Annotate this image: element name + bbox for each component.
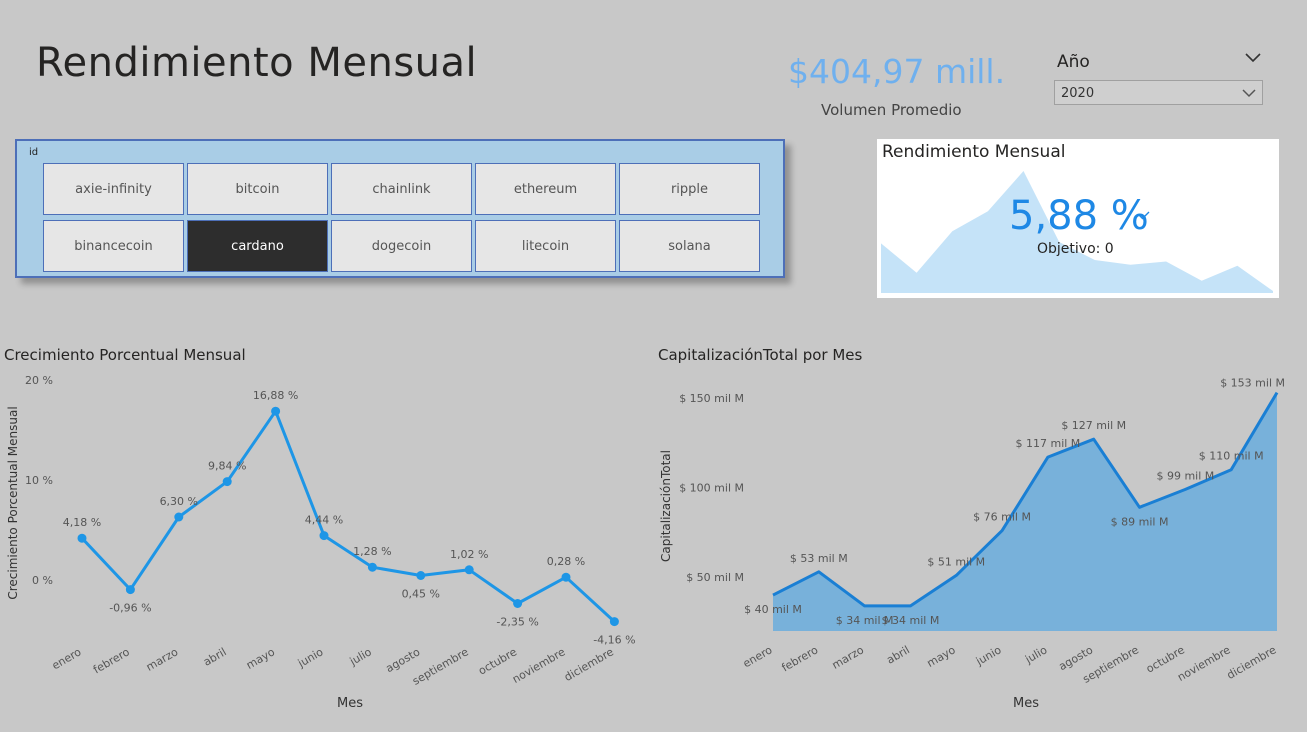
data-label: $ 117 mil M [1016, 437, 1081, 450]
slicer-item-binancecoin[interactable]: binancecoin [43, 220, 184, 272]
sparkline-area [881, 171, 1273, 293]
data-label: $ 76 mil M [973, 511, 1031, 524]
data-point[interactable] [561, 572, 571, 582]
data-point[interactable] [174, 512, 184, 522]
y-axis-title: CapitalizaciónTotal [659, 450, 673, 562]
slicer-item-dogecoin[interactable]: dogecoin [331, 220, 472, 272]
data-label: 4,44 % [305, 514, 343, 527]
coin-slicer: id axie-infinity bitcoin chainlink ethereum… [15, 139, 785, 278]
y-axis-title: Crecimiento Porcentual Mensual [6, 406, 20, 599]
y-tick-label: 0 % [32, 574, 53, 587]
capitalization-chart-title: CapitalizaciónTotal por Mes [658, 346, 863, 364]
card-sparkline [881, 171, 1273, 293]
series-line [80, 409, 616, 623]
x-tick-label: junio [295, 645, 326, 670]
slicer-item-ethereum[interactable]: ethereum [475, 163, 616, 215]
y-tick-label: 20 % [25, 374, 53, 387]
growth-chart: 0 % 10 % 20 % enero febrero marzo abril mayo jun… [6, 374, 636, 711]
chevron-down-icon[interactable] [1243, 48, 1263, 68]
data-point[interactable] [464, 565, 474, 575]
y-tick-label: $ 50 mil M [686, 571, 744, 584]
data-label: -2,35 % [496, 616, 538, 629]
x-tick-label: abril [884, 643, 912, 666]
slicer-item-solana[interactable]: solana [619, 220, 760, 272]
x-tick-label: noviembre [1175, 643, 1233, 684]
data-label: $ 89 mil M [1111, 515, 1169, 528]
slicer-item-cardano[interactable]: cardano [187, 220, 328, 272]
x-axis-title: Mes [1013, 696, 1039, 711]
data-point[interactable] [222, 477, 232, 487]
data-point[interactable] [319, 531, 329, 541]
x-tick-label: diciembre [1225, 643, 1279, 682]
series-line [772, 391, 1279, 608]
x-tick-label: julio [1022, 643, 1049, 666]
data-point[interactable] [271, 406, 281, 416]
data-label: 1,02 % [450, 548, 488, 561]
x-tick-label: enero [741, 643, 775, 670]
card-value: 5,88 % [1009, 193, 1149, 239]
slicer-item-ripple[interactable]: ripple [619, 163, 760, 215]
data-label: $ 34 mil M [836, 614, 894, 627]
data-label: $ 127 mil M [1061, 419, 1126, 432]
card-title: Rendimiento Mensual [882, 142, 1066, 162]
y-tick-label: $ 100 mil M [679, 482, 744, 495]
slicer-item-chainlink[interactable]: chainlink [331, 163, 472, 215]
data-label: $ 51 mil M [927, 555, 985, 568]
data-point[interactable] [416, 571, 426, 580]
data-label: 1,28 % [353, 545, 391, 558]
data-label: 16,88 % [253, 389, 298, 402]
data-label: $ 110 mil M [1199, 450, 1264, 463]
data-point[interactable] [367, 562, 377, 572]
data-point[interactable] [513, 599, 523, 608]
growth-chart-title: Crecimiento Porcentual Mensual [4, 346, 246, 364]
slicer-title: id [29, 147, 39, 158]
data-label: $ 40 mil M [744, 603, 802, 616]
data-label: 4,18 % [63, 516, 101, 529]
data-point[interactable] [609, 617, 619, 627]
kpi-label: Volumen Promedio [821, 101, 962, 119]
x-tick-label: enero [50, 645, 84, 672]
data-label: $ 153 mil M [1220, 377, 1285, 390]
year-filter-label: Año [1057, 52, 1090, 72]
x-tick-label: mayo [925, 643, 958, 670]
data-label: -0,96 % [109, 602, 151, 615]
y-tick-label: 10 % [25, 474, 53, 487]
slicer-item-bitcoin[interactable]: bitcoin [187, 163, 328, 215]
performance-card: Rendimiento Mensual 5,88 % Objetivo: 0 [877, 139, 1279, 298]
x-tick-label: marzo [830, 643, 867, 672]
x-tick-label: agosto [384, 645, 423, 675]
x-tick-label: febrero [91, 645, 132, 676]
x-tick-label: marzo [144, 645, 181, 674]
data-point[interactable] [77, 533, 87, 543]
year-select[interactable]: 2020 [1054, 80, 1263, 105]
slicer-item-axie-infinity[interactable]: axie-infinity [43, 163, 184, 215]
kpi-value: $404,97 mill. [788, 52, 1006, 91]
data-label: $ 53 mil M [790, 552, 848, 565]
data-label: 0,28 % [547, 555, 585, 568]
x-tick-label: noviembre [510, 645, 568, 686]
page-title: Rendimiento Mensual [36, 40, 478, 86]
data-label: $ 34 mil M [882, 614, 940, 627]
slicer-item-litecoin[interactable]: litecoin [475, 220, 616, 272]
data-label: 9,84 % [208, 460, 246, 473]
x-tick-label: febrero [779, 643, 820, 674]
x-tick-label: junio [973, 643, 1004, 668]
card-goal: Objetivo: 0 [1037, 241, 1114, 257]
series-area [773, 392, 1277, 631]
data-label: $ 99 mil M [1156, 469, 1214, 482]
x-tick-label: diciembre [562, 645, 616, 684]
x-axis-title: Mes [337, 696, 363, 711]
data-point[interactable] [125, 585, 135, 595]
year-select-value: 2020 [1061, 86, 1095, 101]
x-tick-label: julio [347, 645, 374, 668]
x-tick-label: abril [201, 645, 229, 668]
data-label: -4,16 % [593, 634, 635, 647]
x-tick-label: mayo [244, 645, 277, 672]
check-icon [1138, 211, 1150, 220]
data-label: 6,30 % [160, 495, 198, 508]
chevron-down-icon [1242, 89, 1256, 98]
data-label: 0,45 % [402, 588, 440, 601]
capitalization-chart: $ 50 mil M $ 100 mil M $ 150 mil M enero feb… [659, 377, 1285, 711]
y-tick-label: $ 150 mil M [679, 392, 744, 405]
